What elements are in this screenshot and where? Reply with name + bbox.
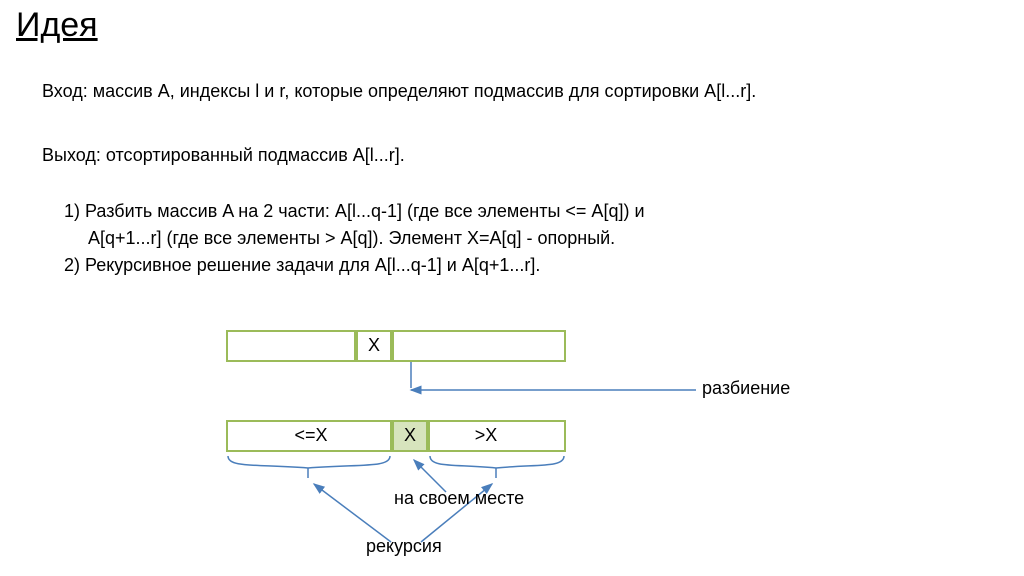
input-text: Вход: массив A, индексы l и r, которые о… — [42, 78, 994, 105]
bottom-pivot-label: X — [392, 425, 428, 446]
bottom-le-label: <=X — [281, 425, 341, 446]
recursion-label: рекурсия — [366, 536, 442, 557]
step-1-line2: A[q+1...r] (где все элементы > A[q]). Эл… — [64, 225, 994, 252]
top-pivot-label: X — [356, 335, 392, 356]
steps-list: 1) Разбить массив A на 2 части: A[l...q-… — [64, 198, 994, 279]
top-array-right — [392, 330, 566, 362]
top-array-left — [226, 330, 356, 362]
step-1-line1: 1) Разбить массив A на 2 части: A[l...q-… — [64, 198, 994, 225]
partition-label: разбиение — [702, 378, 790, 399]
step-2: 2) Рекурсивное решение задачи для A[l...… — [64, 252, 994, 279]
in-place-label: на своем месте — [394, 488, 524, 509]
output-text: Выход: отсортированный подмассив A[l...r… — [42, 142, 994, 169]
bottom-gt-label: >X — [461, 425, 511, 446]
partition-diagram: X <=X X >X разбиение на своем месте реку… — [196, 330, 836, 560]
page-title: Идея — [16, 6, 98, 45]
